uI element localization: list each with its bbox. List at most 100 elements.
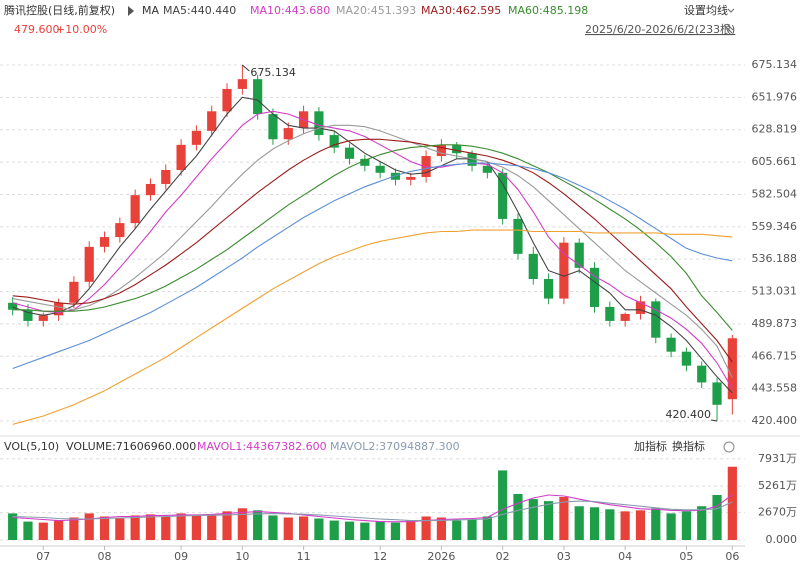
volume-bar [375, 521, 385, 540]
x-tick-label: 02 [496, 550, 510, 563]
volume-bar [390, 522, 401, 540]
candle-body [651, 301, 661, 338]
vol-value: VOLUME:71606960.000 [66, 440, 196, 453]
candle-body [176, 144, 186, 171]
candle-body [406, 176, 416, 180]
candle-body [436, 144, 446, 157]
volume-bar [38, 522, 48, 540]
volume-bar [8, 513, 18, 540]
y-tick-label: 443.558 [752, 382, 798, 395]
date-range: 2025/6/20-2026/6/2(233根) [585, 22, 735, 36]
legend-entry: MA20:451.393 [336, 4, 416, 17]
y-tick-label: 7931万 [758, 452, 797, 465]
last-price: 479.600 [14, 23, 60, 36]
volume-bar [406, 520, 416, 540]
y-tick-label: 628.819 [752, 123, 798, 136]
x-tick-label: 2026 [427, 550, 455, 563]
legend-entry: MAVOL2:37094887.300 [330, 440, 460, 453]
vol-title: VOL(5,10) [4, 440, 59, 453]
dropdown-icon[interactable] [727, 8, 735, 13]
candle-body [314, 111, 324, 136]
y-tick-label: 675.134 [752, 58, 798, 71]
volume-bar [23, 521, 33, 540]
volume-bar [727, 466, 737, 540]
close-icon[interactable] [723, 441, 735, 453]
y-tick-label: 605.661 [752, 155, 798, 168]
volume-bar [54, 520, 64, 540]
volume-bar [283, 517, 293, 540]
candle-body [727, 338, 737, 400]
y-tick-label: 0.000 [766, 533, 798, 546]
chart-title: 腾讯控股(日线,前复权) [4, 3, 115, 17]
volume-bar [207, 514, 217, 540]
volume-bar [651, 508, 661, 540]
volume-bar [528, 499, 538, 540]
candle-body [283, 128, 293, 140]
volume-bar [666, 513, 676, 540]
candle-body [635, 301, 646, 314]
candle-body [329, 135, 339, 148]
candle-body [191, 130, 201, 145]
candle-body [666, 337, 676, 352]
x-tick-label: 10 [235, 550, 249, 563]
volume-bar [360, 522, 370, 540]
x-tick-label: 08 [98, 550, 112, 563]
candle-body [375, 165, 385, 173]
candle-body [115, 223, 125, 238]
candle-body [390, 172, 401, 180]
candle-body [84, 246, 94, 282]
legend-entry: MA10:443.680 [250, 4, 330, 17]
low-pointer [710, 419, 718, 422]
volume-bar [498, 470, 508, 540]
volume-bar [268, 515, 278, 540]
y-tick-label: 466.715 [752, 349, 798, 362]
candle-body [268, 114, 278, 140]
candle-body [681, 351, 691, 366]
switch-indicator[interactable]: 换指标 [672, 439, 705, 453]
candle-body [360, 158, 370, 166]
x-tick-label: 12 [373, 550, 387, 563]
y-tick-label: 651.976 [752, 90, 798, 103]
candle-body [528, 253, 538, 280]
candle-body [544, 279, 554, 299]
pin-icon[interactable] [723, 23, 734, 34]
candle-body [513, 218, 523, 254]
candle-body [712, 382, 722, 405]
add-indicator[interactable]: 加指标 [634, 439, 667, 453]
candle-body [23, 309, 33, 321]
volume-bar [681, 511, 691, 540]
volume-bar [605, 509, 615, 540]
legend-entry: MAVOL1:44367382.600 [197, 440, 327, 453]
volume-bar [130, 515, 140, 540]
candle-body [253, 79, 263, 115]
ma-settings[interactable]: 设置均线 [684, 3, 728, 17]
candle-body [697, 365, 707, 383]
volume-bar [84, 513, 94, 540]
volume-bar [589, 507, 600, 540]
candle-body [482, 165, 492, 173]
high-pointer [242, 64, 250, 72]
volume-bar [544, 501, 554, 540]
candle-body [69, 281, 79, 303]
low-label: 420.400 [666, 408, 712, 421]
candle-body [161, 170, 171, 184]
candle-body [589, 267, 600, 307]
volume-bar [299, 516, 309, 540]
high-label: 675.134 [250, 66, 296, 79]
volume-bar [99, 516, 110, 540]
volume-bar [559, 497, 569, 540]
candle-body [620, 313, 630, 321]
candle-body [421, 156, 431, 177]
ma-line [12, 138, 733, 363]
play-icon[interactable] [128, 6, 134, 16]
volume-bar [253, 510, 263, 540]
volume-bar [436, 517, 446, 540]
volume-bar [314, 518, 324, 540]
volume-bar [712, 494, 722, 540]
candle-body [8, 302, 18, 310]
candle-body [452, 144, 462, 154]
y-tick-label: 513.031 [752, 285, 798, 298]
x-tick-label: 04 [618, 550, 632, 563]
